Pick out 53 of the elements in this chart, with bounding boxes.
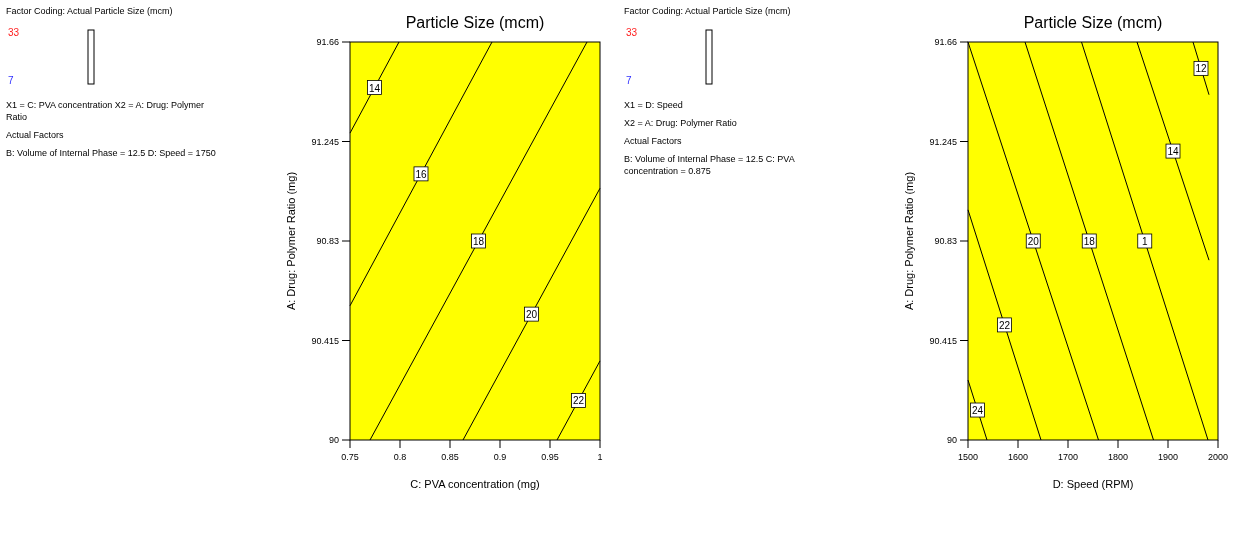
x-tick-label: 0.85 bbox=[441, 452, 459, 462]
y-tick-label: 90.415 bbox=[311, 335, 339, 346]
x-tick-label: 0.95 bbox=[541, 452, 559, 462]
text: X1 = C: PVA concentration X2 = A: Drug: Polymer Ratio bbox=[6, 100, 204, 122]
series-label: 18 bbox=[1083, 236, 1096, 247]
y-tick-label: 90.83 bbox=[316, 236, 339, 246]
x-tick-label: 1800 bbox=[1107, 452, 1129, 462]
y-tick-label: 90.83 bbox=[934, 236, 957, 246]
series-label: 12 bbox=[1195, 63, 1207, 75]
x-tick-label: 0.75 bbox=[341, 452, 359, 462]
text: 33 bbox=[626, 27, 638, 38]
y-axis-title: A: Drug: Polymer Ratio (mg) bbox=[903, 171, 915, 311]
text: 7 bbox=[626, 75, 632, 86]
text: Actual Factors bbox=[6, 130, 65, 140]
chart-title: Particle Size (mcm) bbox=[1023, 14, 1163, 31]
series-label: 22 bbox=[998, 319, 1011, 331]
text: X2 = A: Drug: Polymer Ratio bbox=[624, 118, 737, 128]
y-axis-title: A: Drug: Polymer Ratio (mg) bbox=[285, 171, 297, 311]
y-tick-label: 91.245 bbox=[311, 136, 339, 147]
series-label: 20 bbox=[1027, 236, 1040, 247]
text: Factor Coding: Actual Particle Size (mcm) bbox=[624, 6, 791, 16]
x-tick-label: 1900 bbox=[1157, 452, 1179, 462]
y-tick-label: 91.245 bbox=[929, 136, 957, 147]
text: 33 bbox=[8, 27, 20, 38]
text: B: Volume of Internal Phase = 12.5 C: PVA concentration = 0.875 bbox=[624, 154, 795, 176]
text: B: Volume of Internal Phase = 12.5 D: Speed = 1750 bbox=[6, 148, 216, 158]
text: Actual Factors bbox=[624, 136, 683, 146]
y-tick-label: 90 bbox=[328, 435, 339, 445]
x-tick-label: 2000 bbox=[1207, 452, 1229, 462]
text: X1 = D: Speed bbox=[624, 100, 683, 110]
x-tick-label: 1500 bbox=[957, 452, 979, 462]
series-label: 14 bbox=[1167, 146, 1179, 158]
text: 7 bbox=[8, 75, 14, 86]
x-tick-label: 0.8 bbox=[393, 452, 407, 462]
x-tick-label: 1 bbox=[597, 452, 603, 462]
y-tick-label: 90.415 bbox=[929, 335, 957, 346]
x-tick-label: 0.9 bbox=[493, 452, 507, 462]
x-tick-label: 1700 bbox=[1057, 452, 1079, 462]
series-label: 18 bbox=[472, 236, 485, 247]
series-label: 1 bbox=[1141, 236, 1148, 247]
series-label: 16 bbox=[415, 168, 427, 180]
text: Factor Coding: Actual Particle Size (mcm) bbox=[6, 6, 173, 16]
series-label: 24 bbox=[971, 405, 984, 417]
series-label: 22 bbox=[572, 395, 585, 407]
series-label: 20 bbox=[525, 309, 538, 321]
chart-title: Particle Size (mcm) bbox=[405, 14, 545, 31]
y-tick-label: 91.66 bbox=[316, 37, 339, 47]
y-tick-label: 91.66 bbox=[934, 37, 957, 47]
x-tick-label: 1600 bbox=[1007, 452, 1029, 462]
x-axis-title: C: PVA concentration (mg) bbox=[410, 478, 540, 490]
series-label: 14 bbox=[368, 82, 381, 94]
x-axis-title: D: Speed (RPM) bbox=[1052, 478, 1134, 490]
y-tick-label: 90 bbox=[946, 435, 957, 445]
